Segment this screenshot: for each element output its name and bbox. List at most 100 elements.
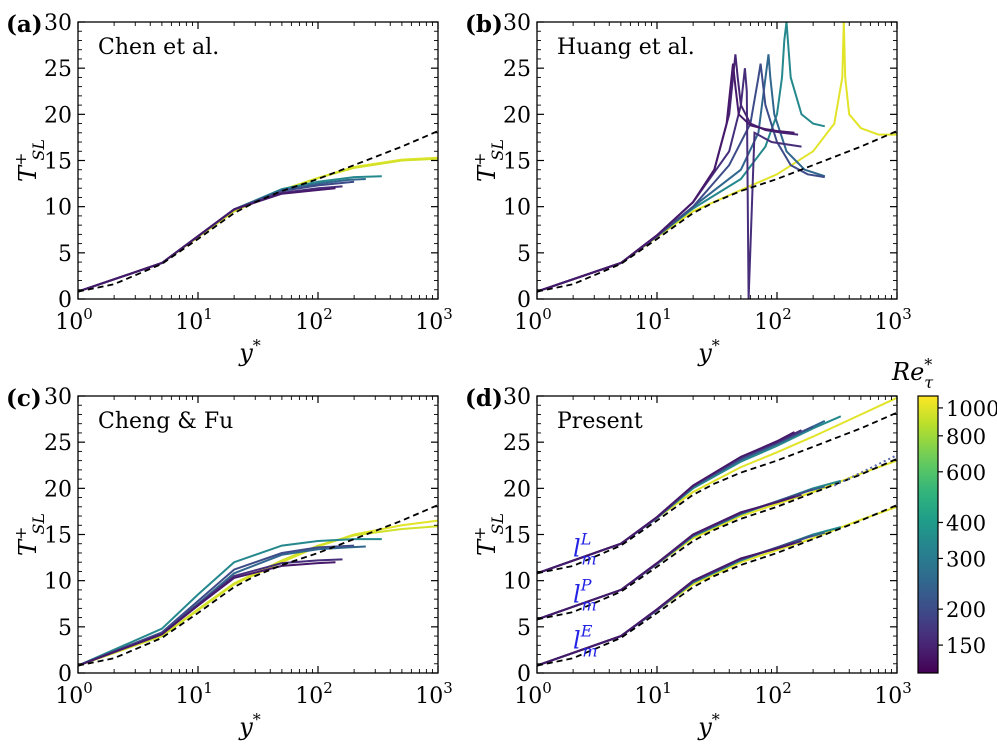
- x-tick-label: 100: [55, 679, 93, 709]
- colorbar: 150 200 300 400 600 800 1000 Re* τ: [891, 355, 997, 674]
- series-line: [78, 156, 438, 293]
- series-line: [537, 63, 795, 293]
- curve-label: lP m: [573, 576, 597, 615]
- y-tick-label: 10: [503, 570, 531, 595]
- panel-letter: (b): [465, 11, 503, 38]
- series-line: [78, 187, 336, 293]
- y-tick-label: 15: [503, 524, 531, 549]
- series-line: [78, 178, 366, 293]
- series-line: [78, 538, 382, 667]
- x-tick-label: 100: [514, 305, 552, 335]
- y-tick-label: 0: [517, 288, 531, 313]
- x-tick-label: 100: [514, 679, 552, 709]
- y-tick-label: 15: [44, 524, 72, 549]
- series-line: [537, 495, 795, 621]
- plot-area: [78, 130, 438, 293]
- y-tick-label: 5: [517, 616, 531, 641]
- reference-line: [78, 504, 438, 667]
- panel-d: 0 5 10 15 20 25 30 100 101 102 103 y* T+SL (d) Present…: [465, 385, 912, 741]
- colorbar-title: Re* τ: [891, 355, 934, 392]
- y-tick-label: 25: [503, 431, 531, 456]
- colorbar-tick-label: 150: [946, 634, 986, 658]
- curve-label: lE m: [573, 622, 598, 661]
- reference-line: [537, 504, 897, 667]
- axes-frame: [77, 395, 439, 674]
- x-tick-label: 102: [295, 679, 333, 709]
- reference-dotted-line: [833, 454, 897, 487]
- y-tick-label: 0: [517, 662, 531, 687]
- y-axis-title: T+SL: [11, 139, 48, 182]
- x-tick-label: 102: [754, 305, 792, 335]
- x-axis-title: y*: [697, 710, 720, 741]
- y-tick-label: 10: [503, 196, 531, 221]
- x-tick-label: 103: [415, 679, 453, 709]
- plot-area: [78, 504, 438, 667]
- plot-area: [537, 396, 897, 667]
- panel-letter: (d): [465, 385, 503, 412]
- y-tick-label: 30: [503, 385, 531, 410]
- curve-label: lL m: [573, 529, 596, 568]
- series-line: [537, 22, 826, 293]
- x-tick-label: 100: [55, 305, 93, 335]
- y-tick-label: 20: [503, 103, 531, 128]
- y-tick-label: 10: [44, 570, 72, 595]
- series-line: [78, 175, 382, 293]
- y-tick-label: 20: [44, 103, 72, 128]
- axes-frame: [77, 21, 439, 300]
- series-line: [537, 431, 795, 575]
- x-tick-label: 102: [754, 679, 792, 709]
- panel-letter: (c): [6, 385, 42, 412]
- colorbar-tick-label: 1000: [946, 397, 997, 421]
- colorbar-gradient: [917, 395, 939, 674]
- y-tick-label: 0: [58, 662, 72, 687]
- series-line: [78, 180, 355, 293]
- reference-line: [537, 130, 897, 293]
- series-line: [537, 54, 826, 293]
- x-tick-label: 103: [874, 679, 912, 709]
- colorbar-tick-label: 400: [946, 511, 986, 535]
- colorbar-tick-label: 200: [946, 598, 986, 622]
- x-axis-title: y*: [238, 336, 261, 367]
- series-line: [537, 22, 897, 293]
- reference-line: [537, 457, 897, 621]
- y-tick-label: 15: [44, 150, 72, 175]
- y-tick-label: 25: [503, 57, 531, 82]
- series-line: [537, 54, 799, 293]
- series-line: [78, 561, 336, 667]
- y-tick-label: 5: [517, 242, 531, 267]
- y-tick-label: 25: [44, 57, 72, 82]
- panel-c: 0 5 10 15 20 25 30 100 101 102 103 y* T+SL (c) Cheng &…: [6, 385, 453, 741]
- series-line: [78, 525, 438, 667]
- y-tick-label: 5: [58, 242, 72, 267]
- series-line: [537, 541, 795, 667]
- y-tick-label: 30: [503, 11, 531, 36]
- panel-annotation: Huang et al.: [557, 35, 695, 60]
- colorbar-tick-label: 300: [946, 547, 986, 571]
- colorbar-tick-label: 800: [946, 425, 986, 449]
- y-tick-label: 20: [503, 477, 531, 502]
- panel-annotation: Chen et al.: [98, 35, 219, 60]
- x-axis-title: y*: [238, 710, 261, 741]
- x-tick-label: 103: [415, 305, 453, 335]
- panel-b: 0 5 10 15 20 25 30 100 101 102 103 y* T+SL (b) Huang e…: [465, 11, 912, 367]
- series-line: [78, 157, 438, 293]
- y-tick-label: 15: [503, 150, 531, 175]
- panel-letter: (a): [6, 11, 43, 38]
- panel-annotation: Cheng & Fu: [98, 409, 233, 434]
- y-axis-title: T+SL: [11, 513, 48, 556]
- reference-line: [537, 411, 897, 575]
- colorbar-tick-label: 600: [946, 461, 986, 485]
- y-tick-label: 30: [44, 11, 72, 36]
- y-tick-label: 25: [44, 431, 72, 456]
- x-axis-title: y*: [697, 336, 720, 367]
- plot-area: [537, 22, 897, 299]
- y-axis-title: T+SL: [470, 513, 507, 556]
- panel-a: 0 5 10 15 20 25 30 100 101 102 103 y* T+SL (a) Chen et…: [6, 11, 453, 367]
- x-tick-label: 101: [634, 679, 672, 709]
- x-tick-label: 103: [874, 305, 912, 335]
- y-tick-label: 20: [44, 477, 72, 502]
- y-tick-label: 10: [44, 196, 72, 221]
- y-axis-title: T+SL: [470, 139, 507, 182]
- reference-line: [78, 130, 438, 293]
